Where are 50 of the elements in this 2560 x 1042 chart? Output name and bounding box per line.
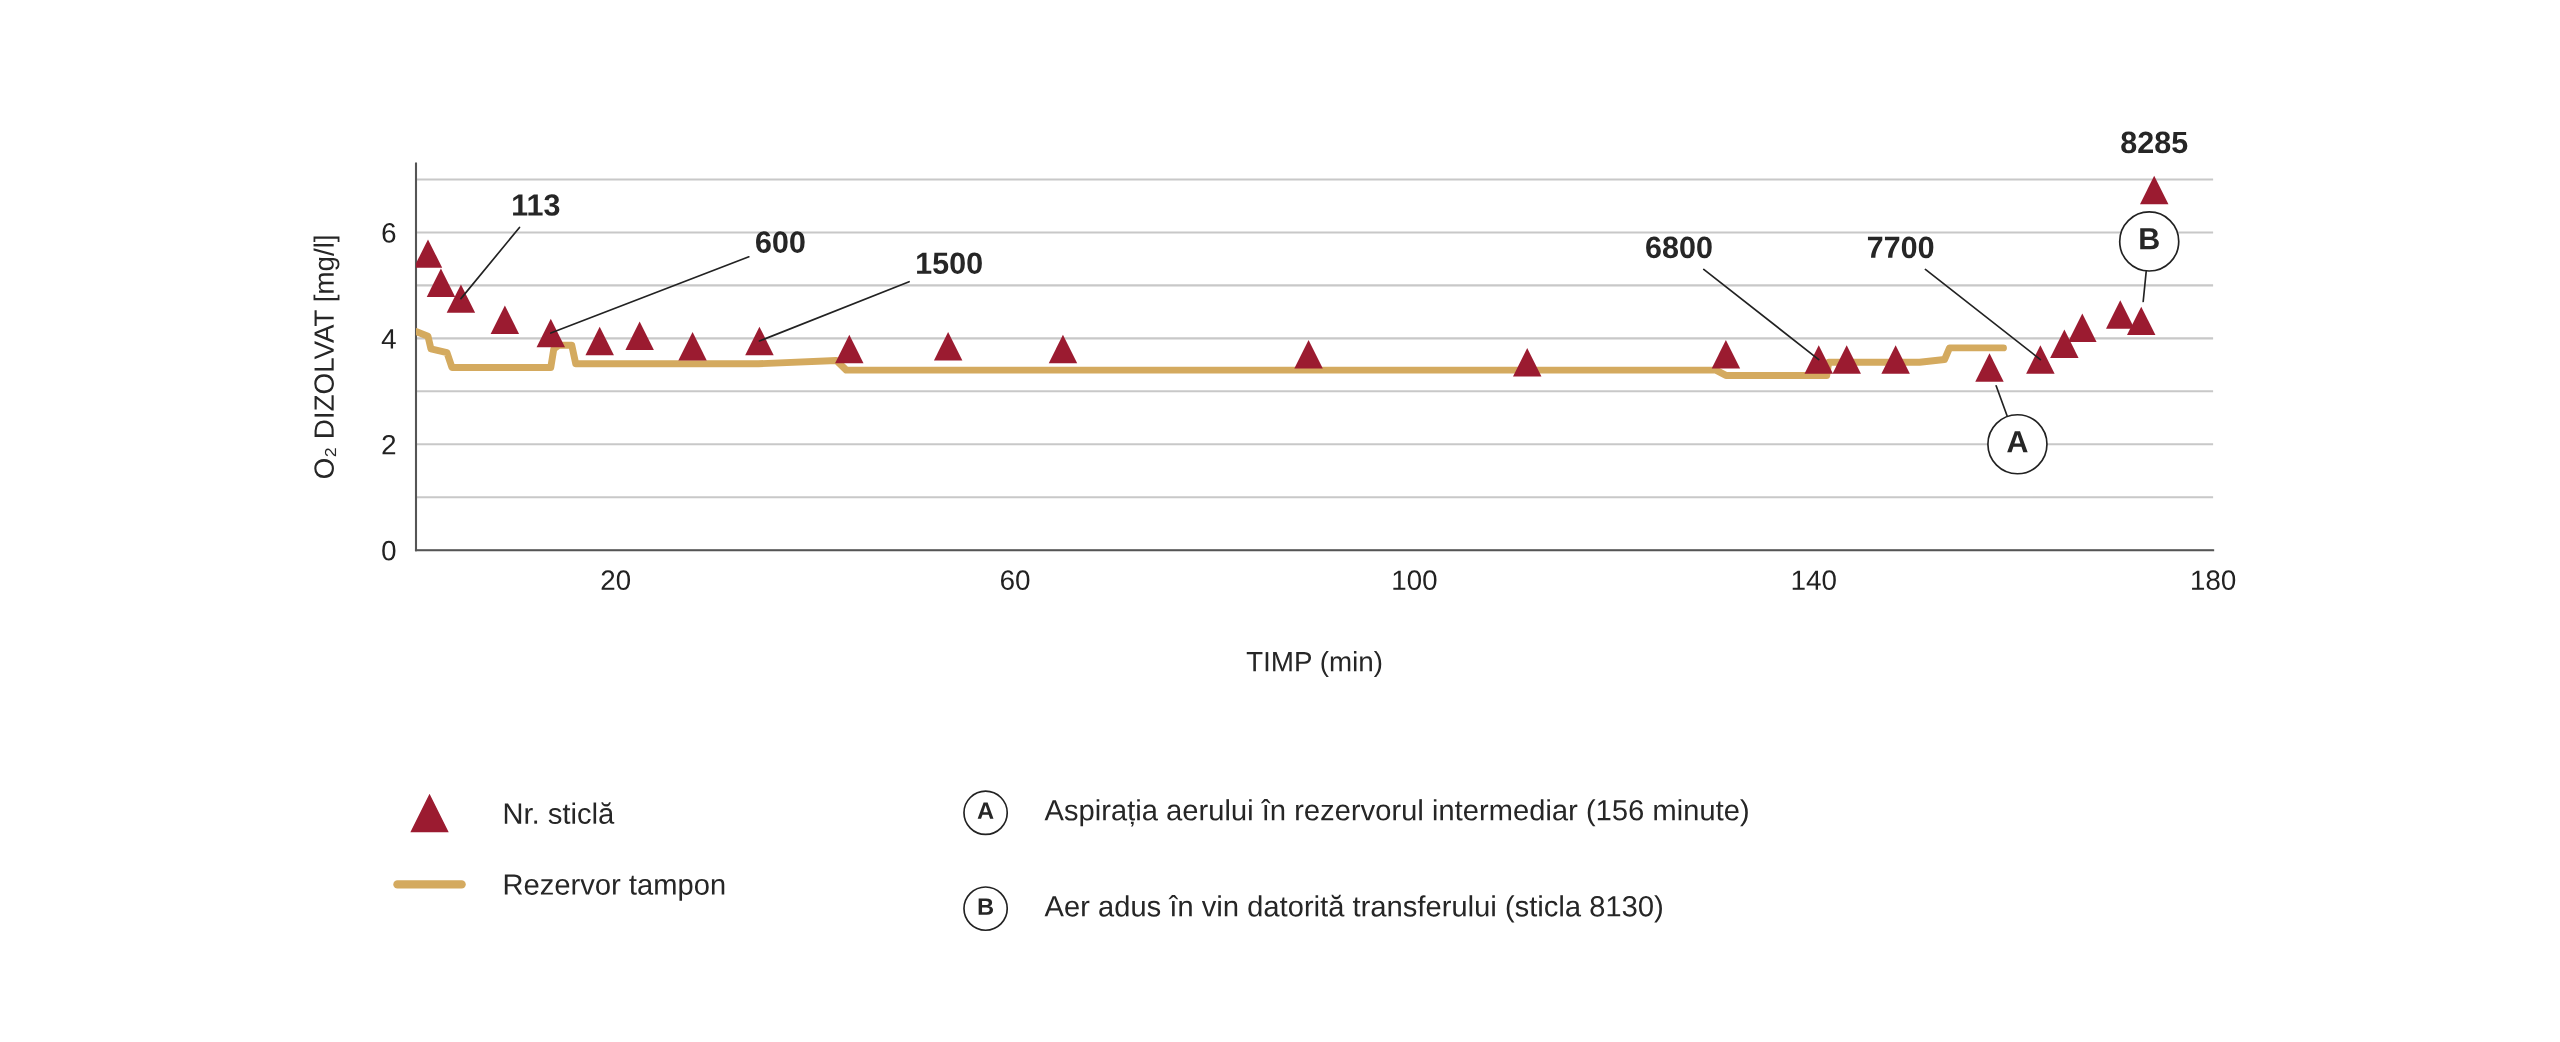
text: A bbox=[977, 802, 994, 819]
point bbox=[835, 334, 864, 364]
point bbox=[1711, 340, 1741, 369]
point bbox=[446, 284, 476, 313]
point bbox=[2139, 175, 2169, 205]
point bbox=[490, 305, 520, 335]
x-tick-label: 180 bbox=[2192, 570, 2236, 591]
text: Aer adus în vin datorită transferului (sticla 8130) bbox=[1044, 894, 1662, 923]
point bbox=[2068, 313, 2097, 342]
annotation: A bbox=[2007, 431, 2028, 453]
x-tick-label: 60 bbox=[1001, 570, 1030, 591]
y-tick-label: 6 bbox=[382, 223, 396, 243]
point bbox=[933, 332, 963, 361]
y-tick-label: 4 bbox=[381, 329, 396, 349]
y-tick-label: 0 bbox=[382, 540, 396, 561]
point bbox=[1832, 345, 1861, 374]
point bbox=[585, 326, 614, 356]
annotation: 600 bbox=[756, 231, 805, 253]
annotation: 1500 bbox=[917, 252, 982, 275]
annotation: 113 bbox=[513, 194, 560, 216]
point bbox=[745, 326, 774, 356]
point bbox=[625, 321, 654, 350]
point bbox=[536, 318, 566, 348]
point bbox=[416, 239, 443, 268]
annotation: 6800 bbox=[1646, 236, 1712, 259]
point bbox=[1512, 347, 1542, 377]
point bbox=[2106, 300, 2135, 329]
text: Aspirația aerului în rezervorul intermediar (156 minute) bbox=[1044, 799, 1748, 827]
point bbox=[426, 268, 456, 297]
point bbox=[1881, 345, 1910, 374]
point bbox=[1975, 353, 2004, 382]
legend-label: Rezervor tampon bbox=[504, 874, 725, 901]
point bbox=[2127, 306, 2156, 336]
annotation: 8285 bbox=[2121, 131, 2188, 154]
point bbox=[1294, 340, 1323, 369]
x-axis-title: TIMP (min) bbox=[1246, 651, 1382, 677]
x-tick-label: 100 bbox=[1393, 570, 1437, 591]
text: B bbox=[978, 898, 994, 915]
point bbox=[1804, 345, 1833, 374]
x-tick-label: 140 bbox=[1792, 570, 1836, 591]
x-tick-label: 20 bbox=[601, 570, 631, 591]
point bbox=[1048, 334, 1078, 364]
legend-label: Nr. sticlă bbox=[504, 802, 615, 824]
y-axis-title: O₂ DIZOLVAT [mg/l] bbox=[313, 236, 340, 479]
annotation: B bbox=[2140, 228, 2159, 250]
point bbox=[678, 332, 707, 361]
point bbox=[2050, 329, 2079, 358]
y-tick-label: 2 bbox=[382, 434, 396, 455]
annotation: 7700 bbox=[1867, 236, 1934, 259]
point bbox=[2026, 345, 2055, 374]
